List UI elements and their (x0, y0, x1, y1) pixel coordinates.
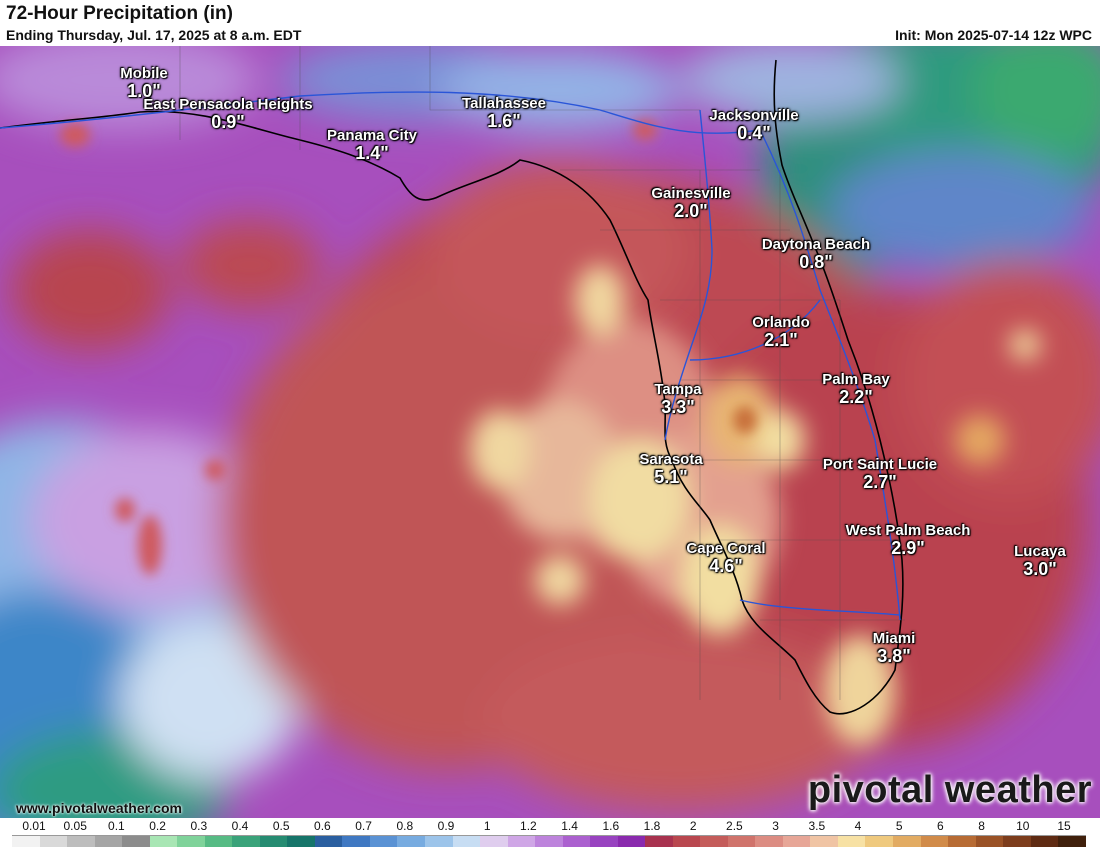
legend-tick-label: 0.3 (190, 819, 208, 833)
legend-tick-label: 1.4 (561, 819, 578, 833)
legend-swatch (424, 836, 453, 847)
legend-tick-label: 0.1 (108, 819, 125, 833)
legend-swatch (782, 836, 811, 847)
legend-swatch (810, 836, 838, 847)
legend-swatch (122, 836, 150, 847)
legend-swatch (1003, 836, 1031, 847)
legend-swatch (342, 836, 370, 847)
legend-swatch (893, 836, 921, 847)
legend-swatch (507, 836, 536, 847)
map-canvas (0, 46, 1100, 818)
legend-swatch (645, 836, 673, 847)
legend-tick-label: 0.7 (355, 819, 372, 833)
legend-swatch (755, 836, 783, 847)
legend-swatch (1030, 836, 1059, 847)
legend-swatch (948, 836, 976, 847)
legend-tick-label: 0.01 (22, 819, 46, 833)
legend-tick-label: 1.2 (520, 819, 537, 833)
header: 72-Hour Precipitation (in) Ending Thursd… (0, 0, 1100, 46)
legend-swatch (94, 836, 123, 847)
legend-ticks: 0.01 0.05 0.1 0.2 0.3 0.4 0.5 0.6 0.7 0.8 0.9 1 1.2 1… (12, 819, 1086, 835)
legend-swatch (865, 836, 893, 847)
legend-swatch (287, 836, 315, 847)
legend-swatch (67, 836, 95, 847)
brand-logo: pivotal weather (807, 769, 1092, 811)
city-label: Lucaya 3.0" (1014, 543, 1066, 579)
legend-swatch (1058, 836, 1086, 847)
county-lines (179, 46, 905, 700)
highways (0, 91, 901, 621)
website-url[interactable]: www.pivotalweather.com (16, 800, 182, 816)
city-label: Cape Coral 4.6" (686, 540, 766, 576)
legend-tick-label: 0.9 (437, 819, 455, 833)
legend-swatch (920, 836, 949, 847)
legend-swatch (397, 836, 425, 847)
legend-tick-label: 5 (895, 819, 903, 833)
legend-swatch (204, 836, 233, 847)
legend-swatch (672, 836, 701, 847)
city-label: Gainesville 2.0" (651, 185, 731, 221)
legend-swatch (452, 836, 481, 847)
legend-tick-label: 10 (1016, 819, 1030, 833)
legend-swatch (562, 836, 591, 847)
city-label: Sarasota 5.1" (639, 451, 703, 487)
legend-swatch (369, 836, 398, 847)
legend-swatch (314, 836, 343, 847)
legend-swatch (617, 836, 646, 847)
init-time: Init: Mon 2025-07-14 12z WPC (895, 27, 1092, 43)
city-label: Orlando 2.1" (752, 314, 810, 350)
legend-tick-label: 0.05 (63, 819, 87, 833)
legend-tick-label: 8 (978, 819, 985, 833)
city-label: Tampa 3.3" (654, 381, 702, 417)
legend-tick-label: 0.6 (314, 819, 331, 833)
legend-swatch (837, 836, 866, 847)
city-label: Panama City 1.4" (326, 127, 418, 163)
legend-swatch (39, 836, 68, 847)
city-label: Daytona Beach 0.8" (761, 236, 871, 272)
map-subtitle: Ending Thursday, Jul. 17, 2025 at 8 a.m.… (6, 27, 302, 43)
legend-tick-label: 3 (772, 819, 779, 833)
legend-swatch (12, 836, 40, 847)
legend-tick-label: 1.6 (602, 819, 620, 833)
city-label: East Pensacola Heights 0.9" (143, 96, 313, 132)
coastline (0, 59, 904, 715)
legend-swatch (535, 836, 563, 847)
precipitation-map[interactable] (0, 46, 1100, 818)
city-label: Palm Bay 2.2" (822, 371, 890, 407)
city-label: Miami 3.8" (872, 630, 916, 666)
legend-tick-label: 2.5 (726, 819, 743, 833)
legend-tick-label: 6 (937, 819, 944, 833)
precip-spots (60, 120, 757, 575)
legend-tick-label: 2 (689, 819, 697, 833)
color-legend: 0.01 0.05 0.1 0.2 0.3 0.4 0.5 0.6 0.7 0.8 0.9 1 1.2 1… (0, 818, 1100, 850)
legend-tick-label: 0.2 (149, 819, 166, 833)
legend-swatch (149, 836, 178, 847)
legend-swatch (727, 836, 756, 847)
legend-swatch (975, 836, 1004, 847)
legend-tick-label: 0.4 (231, 819, 249, 833)
legend-tick-label: 4 (854, 819, 862, 833)
legend-tick-label: 15 (1057, 819, 1071, 833)
legend-swatch (232, 836, 260, 847)
legend-swatch (177, 836, 205, 847)
city-label: Tallahassee 1.6" (462, 95, 546, 131)
map-title: 72-Hour Precipitation (in) (6, 3, 233, 24)
legend-tick-label: 0.5 (272, 819, 290, 833)
legend-tick-label: 0.8 (396, 819, 414, 833)
city-label: West Palm Beach 2.9" (845, 522, 971, 558)
legend-swatch (700, 836, 728, 847)
legend-tick-label: 3.5 (808, 819, 826, 833)
legend-color-bar (12, 835, 1086, 847)
legend-swatch (259, 836, 288, 847)
city-label: Mobile 1.0" (120, 65, 168, 101)
legend-swatch (590, 836, 618, 847)
legend-tick-label: 1.8 (643, 819, 661, 833)
city-label: Port Saint Lucie 2.7" (822, 456, 938, 492)
legend-tick-label: 1 (483, 819, 491, 833)
city-label: Jacksonville 0.4" (709, 107, 799, 143)
legend-swatch (480, 836, 508, 847)
